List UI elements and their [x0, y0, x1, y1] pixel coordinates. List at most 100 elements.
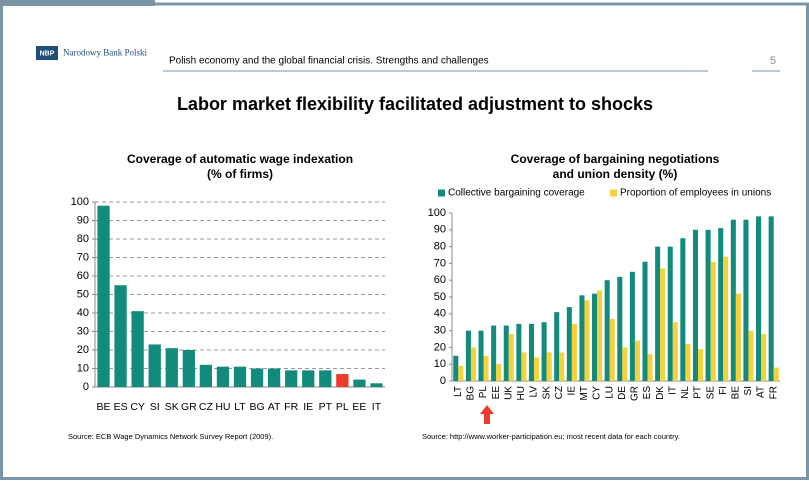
bar [730, 219, 736, 381]
bar [609, 318, 615, 381]
bar [521, 352, 527, 381]
x-tick-label: CZ [554, 386, 565, 399]
bar [483, 355, 489, 381]
bar [559, 352, 565, 381]
bar [718, 228, 724, 381]
bar [672, 322, 678, 381]
x-tick-label: PT [319, 401, 333, 413]
x-tick-label: BG [466, 386, 477, 401]
chart-title: Coverage of automatic wage indexation [127, 152, 353, 166]
bar [508, 333, 514, 381]
legend-label: Collective bargaining coverage [448, 188, 585, 199]
bar [336, 374, 349, 387]
x-tick-label: NL [680, 386, 691, 399]
bar [705, 229, 711, 381]
top-tab [0, 0, 155, 6]
y-tick-label: 10 [434, 358, 446, 370]
legend-swatch [438, 189, 445, 197]
y-tick-label: 100 [428, 207, 446, 219]
bar [131, 311, 144, 387]
bar [773, 367, 779, 381]
x-tick-label: LT [234, 401, 246, 413]
y-tick-label: 50 [77, 288, 89, 300]
bar [680, 238, 686, 381]
bar [491, 325, 497, 381]
x-tick-label: EE [352, 401, 366, 413]
x-tick-label: CY [592, 386, 603, 400]
y-tick-label: 90 [77, 214, 89, 226]
x-tick-label: FR [284, 401, 298, 413]
y-tick-label: 40 [434, 308, 446, 320]
x-tick-label: PL [336, 401, 349, 413]
x-tick-label: SI [150, 401, 160, 413]
bar [748, 330, 754, 381]
bar [698, 349, 704, 381]
bar [165, 348, 178, 387]
x-tick-label: CY [130, 401, 145, 413]
y-tick-label: 0 [83, 381, 89, 393]
y-tick-label: 80 [434, 241, 446, 253]
x-tick-label: SI [743, 386, 754, 395]
bar [285, 370, 298, 387]
legend-swatch [610, 189, 617, 197]
bar [516, 323, 522, 381]
bar [148, 344, 161, 387]
x-tick-label: PT [693, 386, 704, 399]
bar [584, 300, 590, 381]
bar [528, 323, 534, 381]
bar [541, 322, 547, 381]
y-tick-label: 20 [77, 344, 89, 356]
page-number: 5 [770, 55, 776, 67]
x-tick-label: GR [181, 401, 197, 413]
bar [685, 344, 691, 381]
bar [571, 323, 577, 381]
arrow [480, 405, 494, 424]
x-tick-label: GR [630, 386, 641, 401]
y-tick-label: 60 [434, 274, 446, 286]
bar [579, 295, 585, 381]
x-tick-label: FR [768, 386, 779, 399]
bar [465, 330, 471, 381]
y-tick-label: 0 [440, 375, 446, 387]
bar [723, 256, 729, 381]
y-tick-label: 70 [77, 251, 89, 263]
bar [199, 364, 213, 387]
y-tick-label: 40 [77, 307, 89, 319]
chart-subtitle: and union density (%) [553, 167, 678, 181]
x-tick-label: IT [372, 401, 382, 413]
x-tick-label: DK [655, 386, 666, 400]
logo: NBP [40, 50, 55, 57]
bar [761, 333, 767, 381]
x-tick-label: MT [579, 386, 590, 400]
bar [634, 340, 640, 381]
bar [743, 219, 749, 381]
x-tick-label: AT [756, 386, 767, 398]
bar [768, 216, 774, 381]
x-tick-label: ES [114, 401, 128, 413]
bar [735, 293, 741, 381]
x-tick-label: IE [566, 386, 577, 396]
x-tick-label: ES [642, 386, 653, 400]
y-tick-label: 100 [71, 196, 89, 208]
bar [97, 205, 110, 387]
y-tick-label: 30 [434, 325, 446, 337]
x-tick-label: EE [491, 386, 502, 400]
bar [629, 271, 635, 381]
x-tick-label: SK [541, 386, 552, 400]
x-tick-label: BE [730, 386, 741, 400]
x-tick-label: DE [617, 386, 628, 400]
bar [660, 268, 666, 381]
bar [642, 261, 648, 381]
bar [597, 290, 603, 381]
y-tick-label: 30 [77, 325, 89, 337]
bar [710, 261, 716, 381]
bar [458, 365, 464, 381]
x-tick-label: HU [516, 386, 527, 400]
bar [353, 379, 366, 387]
x-tick-label: PL [478, 386, 489, 399]
bar [496, 364, 502, 381]
source: Source: http://www.worker-participation.… [422, 432, 680, 441]
bar [250, 368, 264, 387]
bar [302, 370, 315, 387]
x-tick-label: LU [604, 386, 615, 399]
